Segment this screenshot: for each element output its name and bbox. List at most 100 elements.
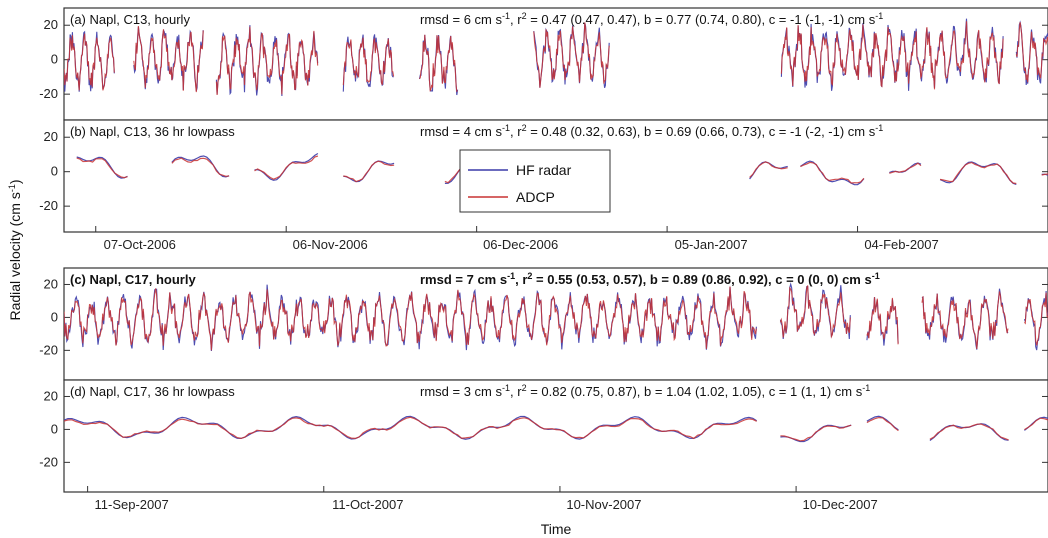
panel-title: (a) Napl, C13, hourly: [70, 12, 190, 27]
panel-title: (d) Napl, C17, 36 hr lowpass: [70, 384, 235, 399]
series-adcp-line: [780, 424, 852, 442]
stats-rest: = 0.55 (0.53, 0.57), b = 0.89 (0.86, 0.9…: [532, 272, 871, 287]
series-traces: [64, 18, 1048, 97]
panel-title: (c) Napl, C17, hourly: [70, 272, 196, 287]
legend-adcp-label: ADCP: [516, 189, 555, 205]
y-tick-label: 20: [44, 129, 58, 144]
stats-r2-sup: 2: [522, 383, 527, 393]
stats-rmsd: rmsd = 3 cm s: [420, 384, 502, 399]
series-adcp-line: [780, 21, 1004, 90]
series-adcp-line: [171, 157, 230, 177]
series-adcp-line: [889, 162, 922, 174]
x-tick-label: 07-Oct-2006: [104, 237, 176, 252]
stats-rmsd-sup: -1: [507, 271, 515, 281]
series-adcp-line: [419, 34, 458, 92]
y-tick-label: 20: [44, 276, 58, 291]
series-adcp-line: [1015, 22, 1048, 83]
x-tick-label: 11-Sep-2007: [95, 497, 169, 512]
series-adcp-line: [64, 416, 757, 440]
series-adcp-line: [343, 160, 395, 183]
series-hf-radar-line: [64, 415, 758, 440]
y-tick-label: 20: [44, 17, 58, 32]
series-adcp-line: [133, 25, 204, 93]
panel-stats: rmsd = 3 cm s-1, r2 = 0.82 (0.75, 0.87),…: [420, 383, 870, 399]
legend: HF radar ADCP: [459, 149, 611, 213]
y-tick-label: 0: [51, 421, 58, 436]
series-adcp-line: [1024, 417, 1048, 431]
x-tick-label: 04-Feb-2007: [864, 237, 938, 252]
panel-stats: rmsd = 7 cm s-1, r2 = 0.55 (0.53, 0.57),…: [420, 271, 880, 287]
series-adcp-line: [929, 423, 1009, 441]
stats-rest: = 0.47 (0.47, 0.47), b = 0.77 (0.74, 0.8…: [527, 12, 876, 27]
y-tick-label: -20: [39, 86, 58, 101]
panel-frame: [63, 379, 1048, 493]
y-axis-label-part: Radial velocity (cm s: [7, 192, 23, 320]
stats-r2: , r: [515, 272, 527, 287]
stats-r2-sup: 2: [522, 11, 527, 21]
y-tick-label: -20: [39, 198, 58, 213]
x-tick-label: 11-Oct-2007: [332, 497, 403, 512]
series-adcp-line: [866, 297, 899, 345]
series-adcp-line: [779, 285, 851, 339]
series-adcp-line: [1023, 292, 1048, 346]
stats-r2: , r: [510, 384, 522, 399]
series-traces: [64, 282, 1048, 352]
stats-rest: = 0.48 (0.32, 0.63), b = 0.69 (0.66, 0.7…: [527, 124, 876, 139]
panel-stats: rmsd = 4 cm s-1, r2 = 0.48 (0.32, 0.63),…: [420, 123, 883, 139]
x-tick-label: 05-Jan-2007: [675, 237, 748, 252]
series-adcp-line: [921, 291, 1009, 349]
stats-rmsd-sup: -1: [502, 383, 510, 393]
y-axis-label-part: -1: [7, 184, 17, 192]
series-adcp-line: [749, 161, 788, 178]
series-adcp-line: [800, 161, 865, 184]
panel-d: 20 0 -20 11-Sep-2007 11-Oct-2007 10-Nov-2007 1…: [39, 379, 1048, 512]
stats-r2: , r: [510, 124, 522, 139]
panel-frame: [63, 267, 1048, 381]
stats-end-sup: -1: [875, 11, 883, 21]
stats-rest: = 0.82 (0.75, 0.87), b = 1.04 (1.02, 1.0…: [527, 384, 863, 399]
y-tick-label: -20: [39, 454, 58, 469]
stats-rmsd: rmsd = 7 cm s: [420, 272, 507, 287]
series-adcp-line: [215, 26, 319, 96]
x-tick-label: 10-Dec-2007: [803, 497, 878, 512]
stats-r2-sup: 2: [527, 271, 532, 281]
stats-end-sup: -1: [862, 383, 870, 393]
y-tick-label: -20: [39, 342, 58, 357]
x-axis-label: Time: [541, 521, 572, 537]
series-hf-radar-line: [64, 30, 115, 92]
y-tick-label: 0: [51, 309, 58, 324]
x-tick-label: 06-Nov-2006: [293, 237, 368, 252]
x-tick-label: 06-Dec-2006: [483, 237, 558, 252]
series-traces: [64, 415, 1048, 443]
y-axis-label-part: ): [7, 179, 23, 184]
stats-rmsd: rmsd = 4 cm s: [420, 124, 502, 139]
series-adcp-line: [533, 22, 610, 88]
legend-hf-radar-label: HF radar: [516, 162, 572, 178]
stats-end-sup: -1: [875, 123, 883, 133]
stats-rmsd: rmsd = 6 cm s: [420, 12, 502, 27]
panel-c: 20 0 -20 (c) Napl, C17, hourly rmsd = 7 cm s…: [39, 267, 1048, 381]
y-axis-label: Radial velocity (cm s-1): [7, 179, 23, 320]
legend-box: [459, 149, 611, 213]
stats-r2: , r: [510, 12, 522, 27]
series-adcp-line: [866, 416, 899, 432]
panel-title: (b) Napl, C13, 36 hr lowpass: [70, 124, 235, 139]
stats-r2-sup: 2: [522, 123, 527, 133]
panel-a: 20 0 -20 (a) Napl, C13, hourly rmsd = 6 cm s…: [39, 7, 1048, 121]
series-adcp-line: [64, 286, 757, 351]
series-adcp-line: [64, 33, 115, 91]
stats-end-sup: -1: [872, 271, 880, 281]
stats-rmsd-sup: -1: [502, 11, 510, 21]
series-hf-radar-line: [76, 156, 128, 179]
stats-rmsd-sup: -1: [502, 123, 510, 133]
series-adcp-line: [254, 155, 319, 180]
series-adcp-line: [939, 161, 1017, 185]
y-tick-label: 0: [51, 52, 58, 67]
panel-stats: rmsd = 6 cm s-1, r2 = 0.47 (0.47, 0.47),…: [420, 11, 883, 27]
series-hf-radar-line: [800, 160, 865, 186]
series-adcp-line: [76, 157, 128, 179]
y-tick-label: 0: [51, 164, 58, 179]
x-tick-label: 10-Nov-2007: [566, 497, 641, 512]
